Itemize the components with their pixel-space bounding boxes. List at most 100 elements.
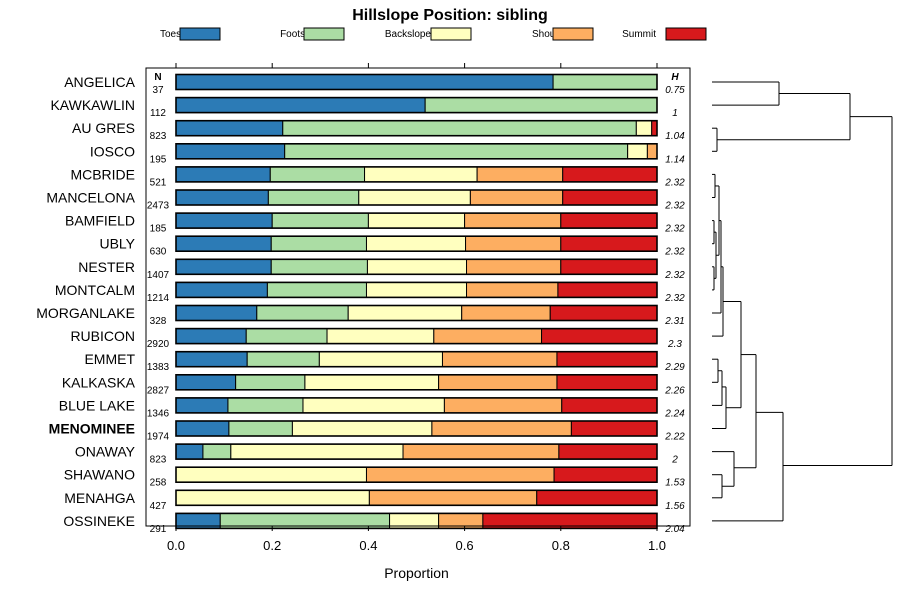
bar-montcalm-backslope (365, 281, 468, 298)
row-labels: ANGELICA 37 0.75 KAWKAWLIN 112 1 AU GRES 823 1.0… (36, 74, 685, 535)
bar-shawano-summit (553, 466, 658, 483)
bar-kalkaska-summit (556, 374, 658, 391)
row-label-shawano: SHAWANO (64, 467, 135, 483)
legend-label-shoulder: Shoulder (532, 29, 573, 40)
bar-bamfield-backslope (367, 212, 466, 229)
bar-ubly-footslope (270, 235, 367, 252)
bar-menominee-footslope (228, 420, 293, 437)
bar-mcbride-shoulder (476, 166, 564, 183)
bar-onaway-shoulder (402, 443, 560, 460)
bar-montcalm-footslope (266, 281, 367, 298)
bar-blue-lake-backslope (302, 397, 445, 414)
chart-title: Hillslope Position: sibling (352, 7, 548, 24)
h-value-morganlake: 2.31 (664, 316, 684, 327)
x-tick-label-4: 0.8 (552, 538, 570, 553)
row-label-menominee: MENOMINEE (49, 421, 135, 437)
row-label-au-gres: AU GRES (72, 120, 135, 136)
n-value-kawkawlin: 112 (150, 108, 166, 119)
bar-montcalm-shoulder (466, 281, 559, 298)
h-value-mancelona: 2.32 (664, 201, 685, 212)
bar-bamfield-footslope (271, 212, 369, 229)
bar-iosco-footslope (284, 143, 629, 160)
bar-angelica-footslope (552, 74, 658, 90)
n-value-iosco: 195 (150, 154, 167, 165)
bar-outline-menominee (175, 420, 658, 437)
bar-morganlake-shoulder (461, 305, 551, 321)
bar-outline-shawano (175, 466, 658, 484)
h-value-rubicon: 2.3 (667, 339, 682, 350)
bar-blue-lake-summit (561, 397, 658, 414)
bar-kalkaska-footslope (235, 374, 306, 391)
legend-label-backslope: Backslope (385, 29, 432, 40)
bar-shawano-backslope (175, 466, 367, 483)
bar-outline-bamfield (175, 212, 658, 229)
row-label-kawkawlin: KAWKAWLIN (50, 97, 135, 113)
n-value-menahga: 427 (150, 501, 167, 512)
bar-nester-footslope (270, 258, 368, 275)
bar-shawano-shoulder (365, 466, 555, 483)
n-value-morganlake: 328 (150, 316, 167, 327)
bar-morganlake-summit (549, 305, 658, 321)
bar-menominee-backslope (291, 420, 433, 437)
n-value-mancelona: 2473 (147, 201, 170, 212)
bar-ubly-summit (560, 235, 658, 252)
bar-onaway-toeslope (175, 443, 204, 460)
bar-bamfield-summit (560, 212, 658, 229)
h-value-kalkaska: 2.26 (664, 385, 685, 396)
row-label-bamfield: BAMFIELD (65, 213, 135, 229)
h-value-ubly: 2.32 (664, 247, 685, 258)
bar-mancelona-backslope (358, 189, 471, 206)
bar-menahga-summit (536, 489, 658, 506)
bar-blue-lake-toeslope (175, 397, 229, 414)
bar-outline-morganlake (175, 304, 658, 322)
bar-bamfield-toeslope (175, 212, 273, 229)
row-label-emmet: EMMET (84, 351, 135, 367)
bar-blue-lake-shoulder (443, 397, 563, 414)
h-value-angelica: 0.75 (665, 85, 685, 96)
bar-menominee-summit (570, 420, 658, 437)
bar-morganlake-toeslope (175, 305, 258, 321)
row-label-onaway: ONAWAY (75, 444, 136, 460)
h-value-au-gres: 1.04 (665, 131, 685, 142)
bar-kalkaska-shoulder (438, 374, 558, 391)
n-value-blue-lake: 1346 (147, 408, 170, 419)
n-value-mcbride: 521 (150, 177, 167, 188)
bar-nester-backslope (366, 258, 468, 275)
h-value-shawano: 1.53 (665, 478, 685, 489)
bar-au-gres-backslope (635, 120, 653, 137)
row-label-kalkaska: KALKASKA (62, 374, 136, 390)
bar-mcbride-backslope (364, 166, 478, 183)
h-value-menahga: 1.56 (665, 501, 685, 512)
row-label-iosco: IOSCO (90, 143, 135, 159)
bar-emmet-footslope (246, 351, 320, 368)
n-value-onaway: 823 (150, 455, 167, 466)
bar-iosco-shoulder (646, 143, 658, 160)
n-value-menominee: 1974 (147, 432, 170, 443)
bar-menominee-shoulder (431, 420, 572, 437)
legend-swatch-summit (665, 27, 707, 41)
bar-rubicon-backslope (326, 328, 435, 345)
bar-nester-shoulder (466, 258, 562, 275)
row-label-mcbride: MCBRIDE (70, 166, 135, 182)
row-label-menahga: MENAHGA (64, 490, 135, 506)
bar-iosco-backslope (627, 143, 648, 160)
row-label-nester: NESTER (78, 259, 135, 275)
n-value-nester: 1407 (147, 270, 170, 281)
x-tick-label-3: 0.6 (456, 538, 474, 553)
n-value-ubly: 630 (150, 247, 167, 258)
bar-outline-ossineke (175, 512, 658, 530)
bar-outline-au-gres (175, 119, 658, 137)
x-tick-label-1: 0.2 (263, 538, 281, 553)
bar-outline-mcbride (175, 166, 658, 183)
bar-kalkaska-toeslope (175, 374, 237, 391)
bar-rubicon-summit (541, 328, 658, 345)
h-value-iosco: 1.14 (665, 154, 685, 165)
legend: ToeslopeFootslopeBackslopeShoulderSummit (160, 27, 707, 41)
bar-montcalm-toeslope (175, 281, 268, 298)
row-label-ubly: UBLY (99, 236, 135, 252)
row-label-blue-lake: BLUE LAKE (59, 397, 135, 413)
bar-mcbride-summit (562, 166, 658, 183)
row-label-angelica: ANGELICA (64, 74, 135, 90)
legend-swatch-backslope (430, 27, 472, 41)
